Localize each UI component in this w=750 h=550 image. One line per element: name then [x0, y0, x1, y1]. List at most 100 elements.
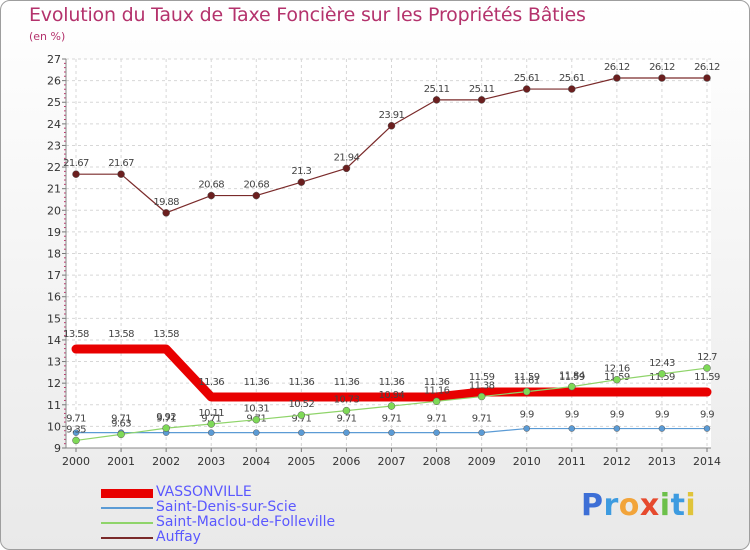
data-label: 13.58 — [108, 329, 134, 340]
data-label: 20.68 — [243, 180, 269, 191]
data-point — [477, 96, 486, 104]
data-point — [477, 392, 486, 401]
x-tick-label: 2008 — [423, 455, 451, 468]
data-label: 10.11 — [198, 408, 224, 419]
y-tick-label: 14 — [47, 334, 61, 347]
logo-letter: o — [618, 488, 640, 523]
logo-letter: P — [581, 488, 604, 523]
data-label: 26.12 — [649, 62, 675, 73]
data-label: 11.38 — [469, 381, 495, 392]
data-label: 13.58 — [153, 329, 179, 340]
data-label: 9.9 — [565, 410, 579, 421]
y-tick-label: 26 — [47, 75, 61, 88]
data-point — [613, 425, 621, 432]
y-tick-label: 9 — [54, 442, 61, 455]
data-label: 12.7 — [697, 352, 717, 363]
x-tick-label: 2004 — [242, 455, 270, 468]
legend-label: Saint-Maclou-de-Folleville — [156, 514, 336, 530]
data-label: 26.12 — [694, 62, 720, 73]
data-label: 11.59 — [559, 372, 585, 383]
legend-item: Auffay — [101, 529, 361, 545]
data-point — [297, 178, 306, 186]
data-label: 10.94 — [379, 390, 405, 401]
logo-letter: r — [603, 488, 619, 523]
data-point — [703, 74, 711, 82]
data-label: 11.36 — [379, 377, 405, 388]
logo-letter: i — [685, 488, 697, 523]
data-label: 9.71 — [291, 414, 311, 425]
data-label: 20.68 — [198, 180, 224, 191]
data-label: 11.59 — [469, 372, 495, 383]
data-point — [478, 429, 485, 436]
y-tick-label: 22 — [47, 161, 61, 174]
data-point — [568, 85, 576, 93]
data-label: 23.91 — [379, 110, 405, 121]
data-label: 11.36 — [424, 377, 450, 388]
data-point — [387, 122, 396, 130]
data-label: 21.94 — [334, 152, 360, 163]
data-label: 9.71 — [66, 414, 86, 425]
y-tick-label: 17 — [47, 269, 61, 282]
y-tick-label: 21 — [47, 183, 61, 196]
y-tick-label: 12 — [47, 377, 61, 390]
y-tick-label: 15 — [47, 312, 61, 325]
series-line-vassonville — [71, 344, 712, 402]
data-label: 9.71 — [201, 414, 221, 425]
x-tick-label: 2000 — [62, 455, 90, 468]
data-label: 19.88 — [153, 197, 179, 208]
y-tick-label: 18 — [47, 248, 61, 261]
data-label: 9.92 — [156, 412, 176, 423]
data-point — [613, 375, 621, 384]
data-label: 21.67 — [63, 158, 89, 169]
data-point — [433, 429, 440, 436]
y-tick-label: 24 — [47, 118, 61, 131]
data-point — [523, 425, 530, 432]
data-label: 12.16 — [604, 364, 630, 375]
y-tick-label: 16 — [47, 291, 61, 304]
x-tick-label: 2014 — [693, 455, 721, 468]
data-point — [162, 424, 170, 432]
data-label: 9.71 — [427, 414, 447, 425]
y-tick-label: 13 — [47, 356, 61, 369]
data-point — [703, 364, 711, 372]
y-tick-label: 20 — [47, 204, 61, 217]
data-label: 9.71 — [156, 414, 176, 425]
legend-label: Auffay — [156, 529, 201, 545]
data-label: 25.11 — [424, 84, 450, 95]
data-label: 9.71 — [111, 414, 131, 425]
data-point — [162, 209, 170, 217]
logo-letter: t — [670, 488, 686, 523]
data-label: 21.67 — [108, 158, 134, 169]
data-point — [658, 74, 666, 82]
data-point — [297, 411, 306, 419]
x-tick-label: 2005 — [287, 455, 315, 468]
data-point — [207, 191, 215, 200]
data-point — [252, 415, 261, 424]
data-label: 11.36 — [243, 377, 269, 388]
data-point — [388, 429, 395, 436]
x-tick-label: 2013 — [648, 455, 676, 468]
data-point — [72, 170, 80, 178]
data-label: 11.36 — [334, 377, 360, 388]
y-tick-label: 10 — [47, 420, 61, 433]
data-label: 9.63 — [111, 418, 131, 429]
x-tick-label: 2009 — [468, 455, 496, 468]
x-tick-label: 2001 — [107, 455, 135, 468]
data-point — [658, 370, 666, 378]
legend-label: VASSONVILLE — [156, 484, 252, 500]
data-point — [568, 382, 576, 391]
data-point — [343, 429, 350, 436]
data-label: 11.61 — [514, 376, 540, 387]
x-tick-label: 2006 — [332, 455, 360, 468]
data-point — [207, 420, 215, 428]
data-label: 9.71 — [336, 414, 356, 425]
data-label: 11.36 — [289, 377, 315, 388]
legend: VASSONVILLE Saint-Denis-sur-Scie Saint-Mac… — [101, 484, 361, 545]
data-label: 11.36 — [198, 377, 224, 388]
logo-letter: x — [639, 488, 660, 523]
data-point — [342, 164, 351, 173]
x-tick-label: 2003 — [197, 455, 225, 468]
data-label: 12.43 — [649, 358, 675, 369]
data-point — [72, 436, 80, 445]
